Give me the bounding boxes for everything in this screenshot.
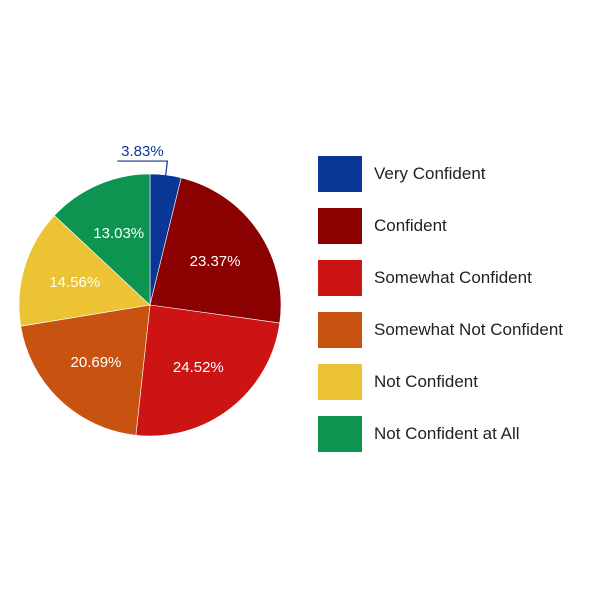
legend-item-confident: Confident (318, 208, 588, 244)
legend-label: Somewhat Confident (374, 268, 532, 287)
legend-item-very-confident: Very Confident (318, 156, 588, 192)
data-label-somewhat-not-confident: 20.69% (71, 354, 122, 371)
pie-slice-somewhat-not-confident (20, 304, 151, 436)
legend-item-somewhat-confident: Somewhat Confident (318, 260, 588, 296)
legend-label: Not Confident at All (374, 424, 520, 443)
pie-slice-somewhat-confident (135, 304, 281, 437)
data-label-confident: 23.37% (190, 253, 241, 270)
data-label-not-confident: 14.56% (49, 274, 100, 291)
legend-item-somewhat-not-confident: Somewhat Not Confident (318, 312, 588, 348)
legend-swatch (318, 364, 362, 400)
data-label-somewhat-confident: 24.52% (173, 359, 224, 376)
legend-swatch (318, 260, 362, 296)
legend-label: Very Confident (374, 164, 486, 183)
pie-slice-confident (149, 177, 282, 324)
legend-swatch (318, 416, 362, 452)
legend-label: Confident (374, 216, 447, 235)
legend-swatch (318, 208, 362, 244)
legend-label: Not Confident (374, 372, 478, 391)
legend-item-not-confident-at-all: Not Confident at All (318, 416, 588, 452)
data-label-not-confident-at-all: 13.03% (93, 225, 144, 242)
legend-swatch (318, 156, 362, 192)
pie-slice-not-confident-at-all (53, 173, 151, 306)
legend-label: Somewhat Not Confident (374, 320, 563, 339)
leader-line-very-confident (117, 160, 169, 178)
legend-item-not-confident: Not Confident (318, 364, 588, 400)
legend-swatch (318, 312, 362, 348)
data-label-very-confident: 3.83% (121, 143, 164, 160)
pie-slice-not-confident (18, 215, 151, 327)
legend: Very Confident Confident Somewhat Confiden… (318, 156, 588, 468)
